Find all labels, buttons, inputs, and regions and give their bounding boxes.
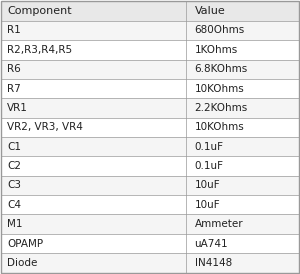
Bar <box>186 40 298 59</box>
Text: Component: Component <box>7 6 72 16</box>
Bar <box>2 98 186 118</box>
Text: R2,R3,R4,R5: R2,R3,R4,R5 <box>7 45 73 55</box>
Bar <box>2 59 186 79</box>
Bar <box>186 156 298 176</box>
Bar <box>2 195 186 215</box>
Text: 10KOhms: 10KOhms <box>195 122 244 132</box>
Bar <box>2 79 186 98</box>
Text: uA741: uA741 <box>195 239 228 249</box>
Text: C3: C3 <box>7 181 21 190</box>
Text: 2.2KOhms: 2.2KOhms <box>195 103 248 113</box>
Text: 10uF: 10uF <box>195 181 220 190</box>
Bar <box>2 253 186 273</box>
Text: IN4148: IN4148 <box>195 258 232 268</box>
Text: Diode: Diode <box>7 258 38 268</box>
Text: OPAMP: OPAMP <box>7 239 44 249</box>
Text: R7: R7 <box>7 84 21 93</box>
Text: R6: R6 <box>7 64 21 74</box>
Bar <box>186 215 298 234</box>
Text: 10uF: 10uF <box>195 200 220 210</box>
Text: R1: R1 <box>7 25 21 35</box>
Bar <box>186 137 298 156</box>
Text: 10KOhms: 10KOhms <box>195 84 244 93</box>
Text: Ammeter: Ammeter <box>195 219 243 229</box>
Text: 680Ohms: 680Ohms <box>195 25 245 35</box>
Bar <box>186 176 298 195</box>
Bar <box>186 59 298 79</box>
Text: VR2, VR3, VR4: VR2, VR3, VR4 <box>7 122 83 132</box>
Bar <box>2 137 186 156</box>
Text: Value: Value <box>195 6 225 16</box>
Text: 1KOhms: 1KOhms <box>195 45 238 55</box>
Bar <box>2 21 186 40</box>
Text: C2: C2 <box>7 161 21 171</box>
Text: C4: C4 <box>7 200 21 210</box>
Bar <box>2 40 186 59</box>
Bar <box>186 195 298 215</box>
Bar <box>2 215 186 234</box>
Bar <box>186 253 298 273</box>
Bar <box>186 21 298 40</box>
Bar <box>186 98 298 118</box>
Text: 0.1uF: 0.1uF <box>195 142 224 152</box>
Text: VR1: VR1 <box>7 103 28 113</box>
Bar <box>2 234 186 253</box>
Text: 0.1uF: 0.1uF <box>195 161 224 171</box>
Bar <box>186 234 298 253</box>
Text: 6.8KOhms: 6.8KOhms <box>195 64 248 74</box>
Bar <box>186 118 298 137</box>
Text: C1: C1 <box>7 142 21 152</box>
Bar <box>2 156 186 176</box>
Bar <box>186 79 298 98</box>
Text: M1: M1 <box>7 219 23 229</box>
Bar <box>2 176 186 195</box>
Bar <box>186 1 298 21</box>
Bar <box>2 1 186 21</box>
Bar <box>2 118 186 137</box>
